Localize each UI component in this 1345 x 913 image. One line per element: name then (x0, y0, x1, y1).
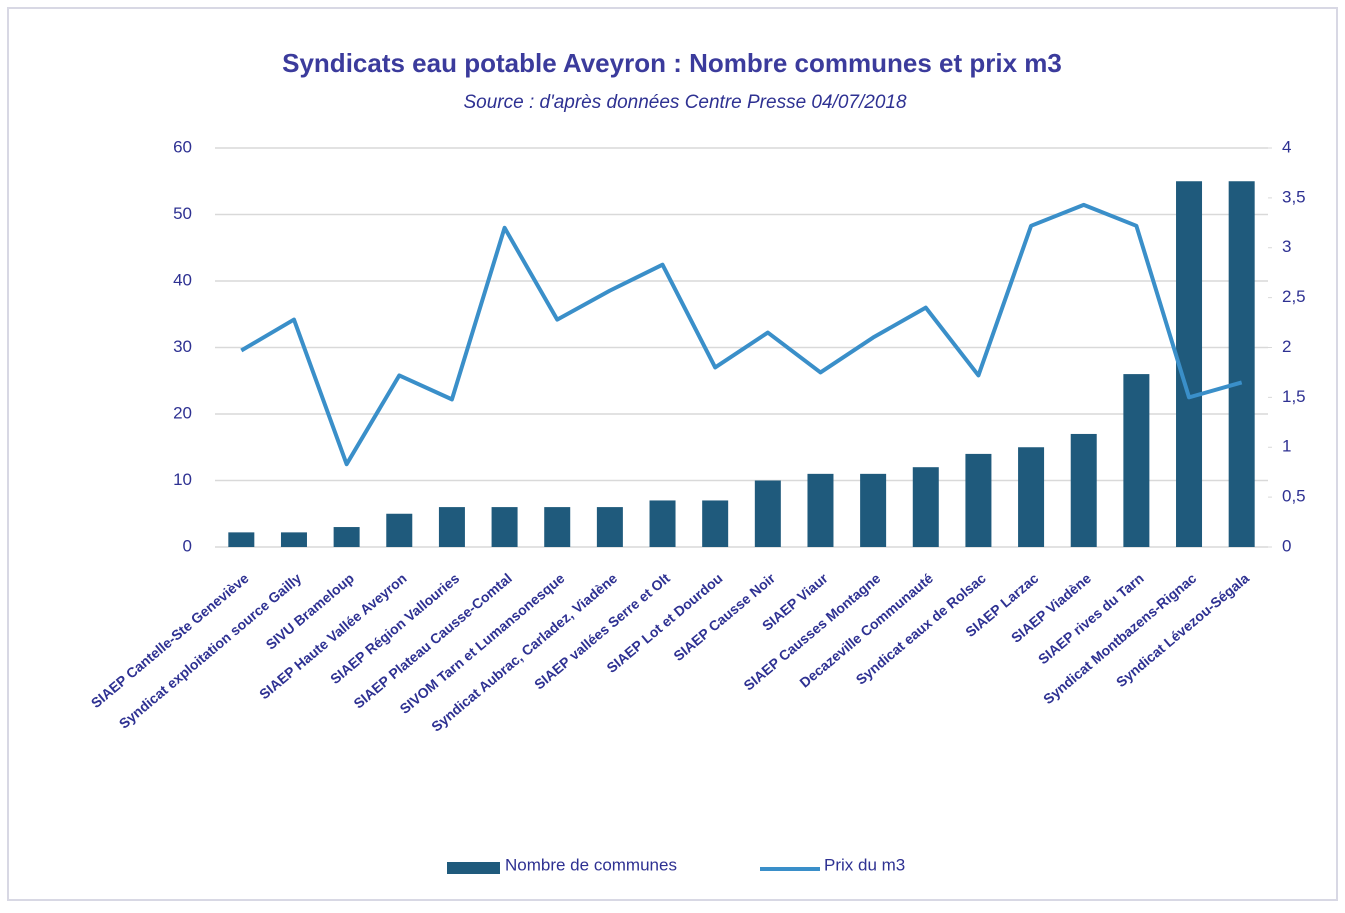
bar (860, 473, 887, 547)
bar (280, 532, 307, 547)
line (240, 202, 1243, 467)
bar (965, 453, 992, 547)
legend-swatch (447, 862, 500, 874)
bar (228, 532, 255, 547)
chart-frame (7, 7, 1338, 901)
bar (386, 513, 413, 547)
y-tick-label: 40 (173, 270, 192, 289)
legend-label: Prix du m3 (824, 855, 905, 874)
bar (1018, 447, 1045, 547)
bar (1228, 181, 1255, 547)
y-tick-label: 50 (173, 204, 192, 223)
y2-tick-label: 4 (1282, 137, 1291, 156)
bar (754, 480, 781, 547)
bar (596, 507, 623, 547)
bar (807, 473, 834, 547)
chart-subtitle: Source : d'après données Centre Presse 0… (463, 92, 906, 113)
y2-tick-label: 3 (1282, 237, 1291, 256)
legend-label: Nombre de communes (505, 855, 677, 874)
bar (912, 467, 939, 547)
y-tick-label: 0 (183, 536, 192, 555)
bar (702, 500, 729, 547)
bar (649, 500, 676, 547)
chart-title: Syndicats eau potable Aveyron : Nombre c… (282, 48, 1062, 78)
y-tick-label: 30 (173, 337, 192, 356)
y-tick-label: 10 (173, 470, 192, 489)
y2-tick-label: 1,5 (1282, 387, 1306, 406)
y2-tick-label: 2 (1282, 337, 1291, 356)
y-tick-label: 60 (173, 137, 192, 156)
y2-tick-label: 0 (1282, 536, 1291, 555)
y2-tick-label: 3,5 (1282, 187, 1306, 206)
bar (333, 527, 360, 547)
bar (1123, 374, 1150, 547)
bar (438, 507, 465, 547)
bar (544, 507, 571, 547)
y2-tick-label: 2,5 (1282, 287, 1306, 306)
y2-tick-label: 1 (1282, 437, 1291, 456)
y-tick-label: 20 (173, 403, 192, 422)
bar (491, 507, 518, 547)
bar (1070, 433, 1097, 547)
y2-tick-label: 0,5 (1282, 487, 1306, 506)
